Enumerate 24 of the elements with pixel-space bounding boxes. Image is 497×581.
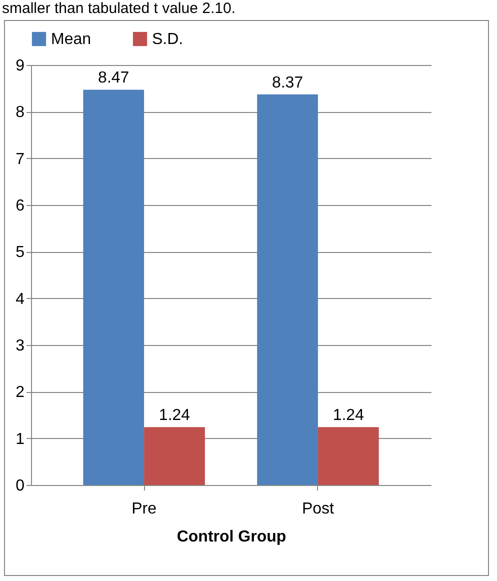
x-tick-label: Pre	[132, 500, 157, 518]
legend-label: Mean	[51, 31, 92, 48]
y-tick-label: 8	[16, 104, 25, 122]
data-label: 8.37	[272, 74, 304, 92]
x-tick-label: Post	[302, 500, 335, 518]
y-tick-label: 9	[16, 58, 25, 74]
x-axis-title: Control Group	[176, 528, 286, 546]
y-tick-label: 0	[16, 478, 25, 494]
text: smaller than tabulated t value 2.10.	[1, 0, 236, 18]
y-tick-label: 2	[16, 384, 25, 402]
y-tick-label: 6	[16, 198, 25, 214]
y-tick-label: 3	[16, 338, 25, 354]
y-tick-label: 5	[16, 244, 25, 262]
bar	[318, 427, 379, 485]
y-tick-label: 4	[16, 290, 25, 308]
y-tick-label: 7	[16, 150, 25, 168]
y-tick-label: 1	[16, 430, 25, 448]
data-label: 1.24	[158, 407, 190, 424]
data-label: 8.47	[98, 70, 130, 87]
bar	[144, 427, 205, 485]
legend-label: S.D.	[152, 31, 184, 48]
data-label: 1.24	[332, 407, 364, 424]
bar	[257, 94, 318, 485]
bar	[83, 90, 144, 485]
